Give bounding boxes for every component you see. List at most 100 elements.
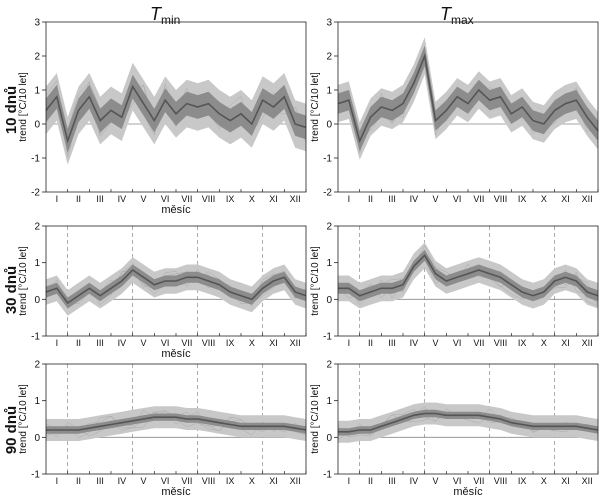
y-tick-label: 2 (326, 360, 332, 371)
month-label: VIII (494, 194, 508, 204)
month-label: I (348, 194, 351, 204)
month-label: VI (453, 338, 462, 348)
y-tick-label: 2 (326, 222, 332, 233)
band-inner (46, 413, 306, 434)
row-label-10: 10 dnů (3, 86, 20, 134)
y-tick-label: 2 (34, 360, 40, 371)
month-label: VII (473, 476, 484, 486)
month-label: I (56, 194, 59, 204)
y-tick-label: 1 (326, 396, 332, 407)
month-label: II (76, 194, 81, 204)
month-label: X (541, 194, 547, 204)
col-title-tmax: Tmax (440, 4, 474, 27)
y-axis-label: trend [°C/10 let] (310, 384, 321, 454)
y-tick-label: 3 (34, 18, 40, 29)
month-label: VI (453, 476, 462, 486)
month-label: V (432, 476, 438, 486)
y-tick-label: -2 (31, 188, 40, 199)
month-label: II (76, 338, 81, 348)
month-label: VI (161, 338, 170, 348)
month-label: XI (269, 476, 278, 486)
month-label: X (541, 338, 547, 348)
y-tick-label: -1 (31, 154, 40, 165)
month-label: VII (181, 194, 192, 204)
month-label: III (388, 476, 396, 486)
y-tick-label: 0 (34, 120, 40, 131)
band-inner (46, 264, 306, 309)
month-label: IV (410, 338, 419, 348)
y-axis-label: trend [°C/10 let] (310, 72, 321, 142)
month-label: V (140, 476, 146, 486)
month-label: XI (561, 194, 570, 204)
month-label: IV (118, 476, 127, 486)
y-tick-label: 1 (34, 258, 40, 269)
month-label: I (56, 338, 59, 348)
month-label: XII (290, 338, 301, 348)
month-label: II (368, 194, 373, 204)
band-inner (338, 249, 598, 302)
month-label: VI (453, 194, 462, 204)
x-axis-label: měsíc (161, 486, 191, 496)
month-label: III (388, 194, 396, 204)
month-label: VI (161, 476, 170, 486)
band-outer (46, 406, 306, 441)
col-title-tmin: Tmin (150, 4, 180, 27)
month-label: IX (518, 194, 527, 204)
month-label: IV (410, 194, 419, 204)
y-tick-label: 1 (326, 258, 332, 269)
y-tick-label: 1 (326, 86, 332, 97)
band-outer (338, 402, 598, 443)
y-axis-label: trend [°C/10 let] (18, 246, 29, 316)
median-line (337, 53, 599, 144)
month-label: VIII (494, 338, 508, 348)
median-line (338, 412, 599, 433)
month-label: VI (161, 194, 170, 204)
y-tick-label: 1 (34, 86, 40, 97)
month-label: V (432, 194, 438, 204)
month-label: I (348, 476, 351, 486)
band-inner (338, 409, 598, 436)
month-label: IX (518, 338, 527, 348)
month-label: IX (226, 194, 235, 204)
y-tick-label: 2 (34, 52, 40, 63)
month-label: V (140, 338, 146, 348)
x-axis-label: měsíc (453, 486, 483, 496)
y-tick-label: 0 (326, 433, 332, 444)
band-inner (338, 45, 598, 152)
y-tick-label: 3 (326, 18, 332, 29)
y-tick-label: 0 (34, 433, 40, 444)
month-label: VIII (202, 194, 216, 204)
month-label: X (249, 338, 255, 348)
y-tick-label: -1 (31, 470, 40, 481)
month-label: VII (473, 338, 484, 348)
month-label: XII (582, 194, 593, 204)
month-label: X (541, 476, 547, 486)
month-label: VII (181, 338, 192, 348)
month-label: IX (226, 338, 235, 348)
y-tick-label: 2 (326, 52, 332, 63)
month-label: II (76, 476, 81, 486)
month-label: II (368, 338, 373, 348)
month-label: III (96, 476, 104, 486)
month-label: XI (561, 476, 570, 486)
month-label: X (249, 476, 255, 486)
month-label: I (348, 338, 351, 348)
month-label: X (249, 194, 255, 204)
y-tick-label: -1 (323, 154, 332, 165)
y-tick-label: -1 (31, 332, 40, 343)
month-label: I (56, 476, 59, 486)
median-line (45, 268, 307, 305)
y-tick-label: -1 (323, 332, 332, 343)
month-label: IV (118, 194, 127, 204)
month-label: XII (290, 194, 301, 204)
month-label: III (96, 338, 104, 348)
month-label: XII (582, 476, 593, 486)
month-label: III (96, 194, 104, 204)
